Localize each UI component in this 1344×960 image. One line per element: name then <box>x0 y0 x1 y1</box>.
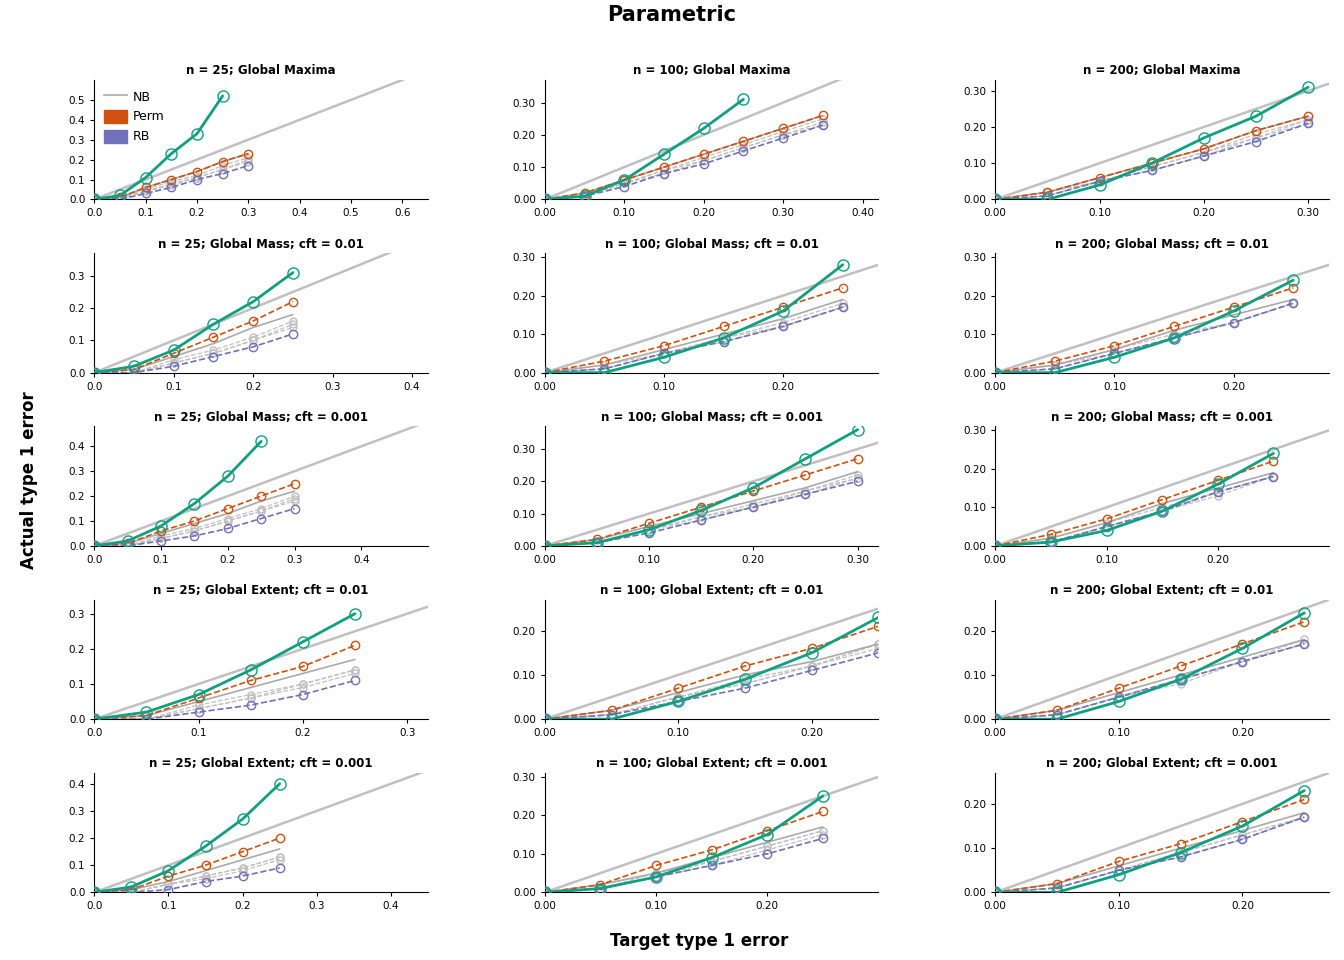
Text: Parametric: Parametric <box>607 5 737 25</box>
Title: n = 100; Global Extent; cft = 0.01: n = 100; Global Extent; cft = 0.01 <box>599 584 824 597</box>
Title: n = 200; Global Mass; cft = 0.001: n = 200; Global Mass; cft = 0.001 <box>1051 411 1273 424</box>
Text: Actual type 1 error: Actual type 1 error <box>20 391 38 569</box>
Title: n = 25; Global Extent; cft = 0.01: n = 25; Global Extent; cft = 0.01 <box>153 584 368 597</box>
Title: n = 100; Global Mass; cft = 0.01: n = 100; Global Mass; cft = 0.01 <box>605 238 818 251</box>
Title: n = 100; Global Extent; cft = 0.001: n = 100; Global Extent; cft = 0.001 <box>595 757 828 770</box>
Title: n = 200; Global Extent; cft = 0.01: n = 200; Global Extent; cft = 0.01 <box>1051 584 1274 597</box>
Text: Target type 1 error: Target type 1 error <box>610 932 788 950</box>
Title: n = 200; Global Extent; cft = 0.001: n = 200; Global Extent; cft = 0.001 <box>1047 757 1278 770</box>
Title: n = 25; Global Mass; cft = 0.001: n = 25; Global Mass; cft = 0.001 <box>155 411 368 424</box>
Title: n = 200; Global Maxima: n = 200; Global Maxima <box>1083 64 1241 78</box>
Title: n = 100; Global Mass; cft = 0.001: n = 100; Global Mass; cft = 0.001 <box>601 411 823 424</box>
Title: n = 200; Global Mass; cft = 0.01: n = 200; Global Mass; cft = 0.01 <box>1055 238 1269 251</box>
Title: n = 25; Global Mass; cft = 0.01: n = 25; Global Mass; cft = 0.01 <box>159 238 364 251</box>
Legend: NB, Perm, RB: NB, Perm, RB <box>101 86 168 147</box>
Title: n = 25; Global Maxima: n = 25; Global Maxima <box>187 64 336 78</box>
Title: n = 100; Global Maxima: n = 100; Global Maxima <box>633 64 790 78</box>
Title: n = 25; Global Extent; cft = 0.001: n = 25; Global Extent; cft = 0.001 <box>149 757 372 770</box>
